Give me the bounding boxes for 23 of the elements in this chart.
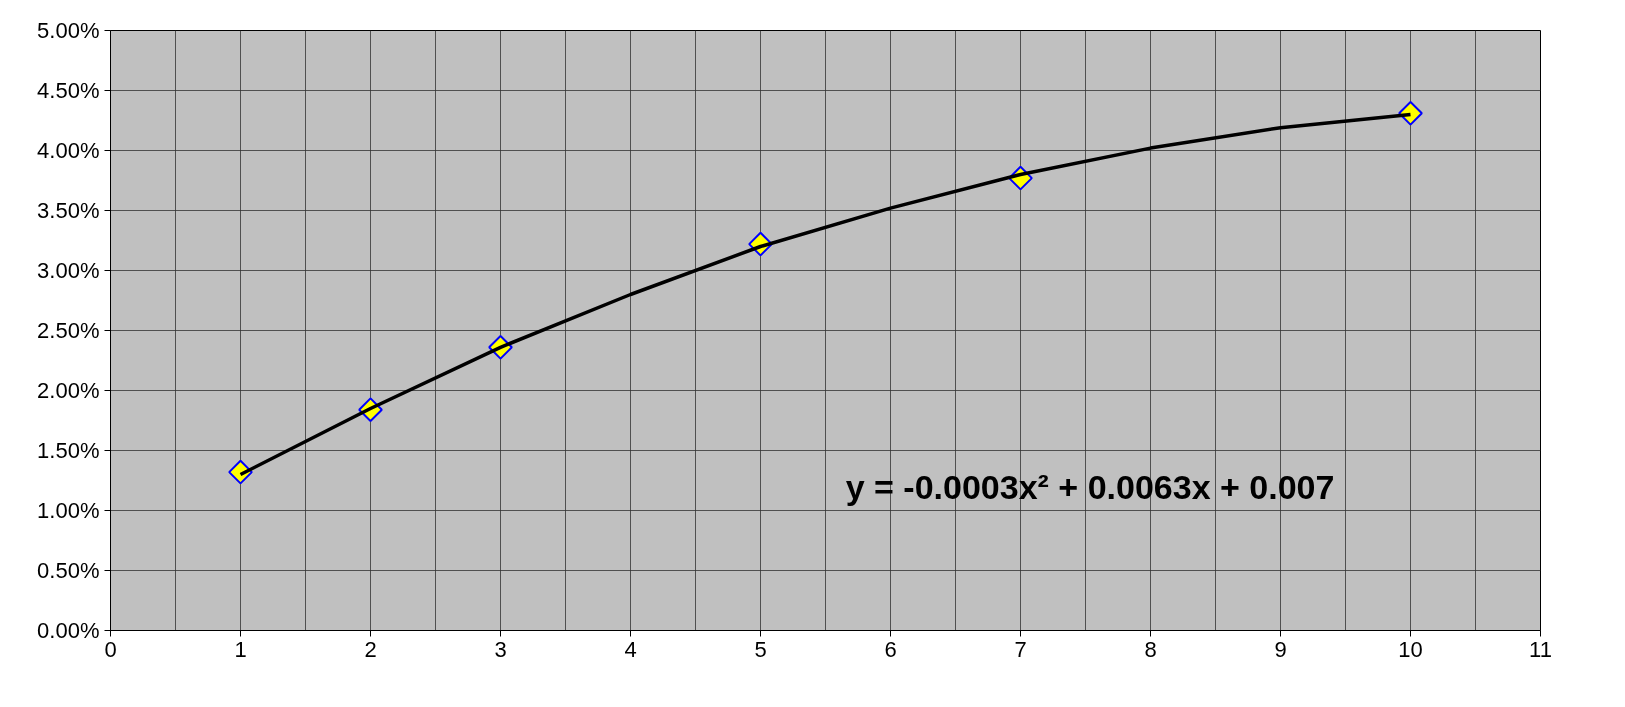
y-tick-label: 5.00% — [37, 18, 100, 43]
x-tick-label: 0 — [104, 636, 117, 662]
y-tick-label: 1.50% — [37, 438, 100, 463]
y-tick-label: 0.00% — [37, 618, 100, 643]
y-tick-label: 4.50% — [37, 78, 100, 103]
x-tick-label: 11 — [1529, 636, 1552, 662]
x-tick-label: 9 — [1274, 636, 1287, 662]
y-tick-label: 2.50% — [37, 318, 100, 343]
x-tick-label: 4 — [624, 636, 637, 662]
x-tick-label: 2 — [364, 636, 377, 662]
x-tick-label: 8 — [1144, 636, 1157, 662]
x-tick-label: 6 — [884, 636, 897, 662]
x-tick-label: 3 — [494, 636, 507, 662]
y-tick-label: 2.00% — [37, 378, 100, 403]
y-tick-label: 1.00% — [37, 498, 100, 523]
x-tick-label: 5 — [754, 636, 767, 662]
y-tick-label: 3.00% — [37, 258, 100, 283]
y-tick-label: 3.50% — [37, 198, 100, 223]
x-tick-label: 7 — [1014, 636, 1027, 662]
x-tick-label: 1 — [234, 636, 247, 662]
x-tick-label: 10 — [1398, 636, 1423, 662]
y-tick-label: 4.00% — [37, 138, 100, 163]
y-tick-label: 0.50% — [37, 558, 100, 583]
